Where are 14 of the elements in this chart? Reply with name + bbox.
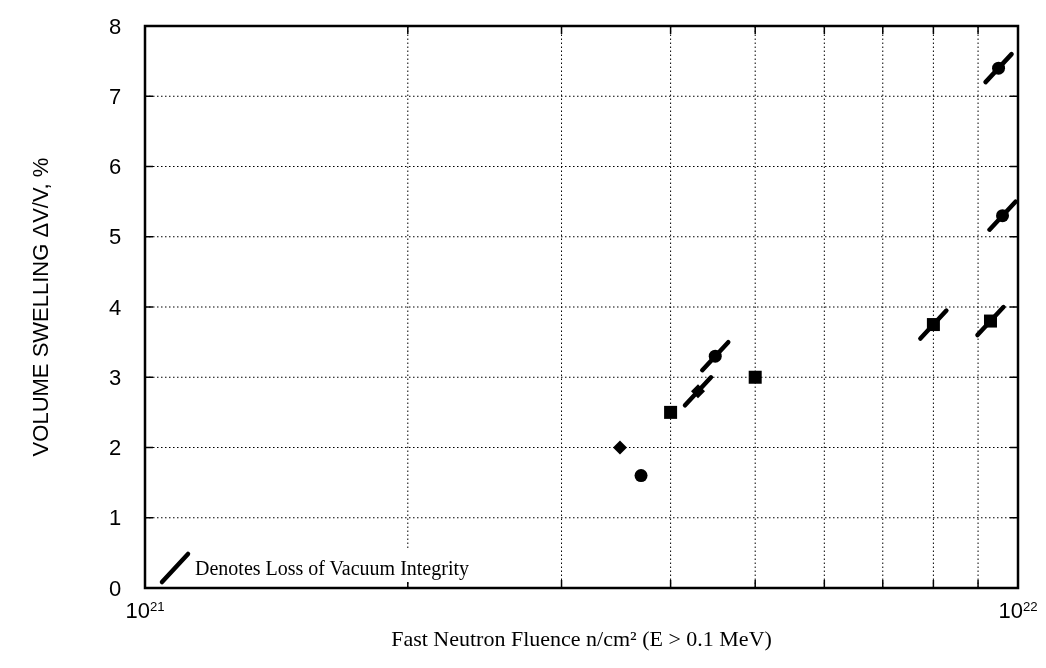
legend-label: Denotes Loss of Vacuum Integrity: [195, 557, 470, 580]
y-tick-label: 6: [108, 154, 122, 180]
y-tick-label: 1: [108, 505, 122, 531]
y-tick-label: 0: [108, 575, 122, 601]
y-tick-label: 2: [108, 435, 122, 461]
x-tick-label: 10$^{21}$: [125, 598, 165, 623]
x-tick-label: 10$^{22}$: [998, 598, 1038, 623]
y-axis-title: VOLUME SWELLING ΔV/V, %: [28, 157, 53, 457]
y-tick-label: 5: [108, 224, 122, 250]
y-tick-label: 4: [108, 294, 122, 320]
x-axis-title: Fast Neutron Fluence n/cm² (E > 0.1 MeV): [391, 626, 772, 651]
y-tick-label: 3: [108, 364, 122, 390]
y-tick-label: 8: [108, 13, 122, 39]
y-tick-label: 7: [108, 83, 122, 109]
